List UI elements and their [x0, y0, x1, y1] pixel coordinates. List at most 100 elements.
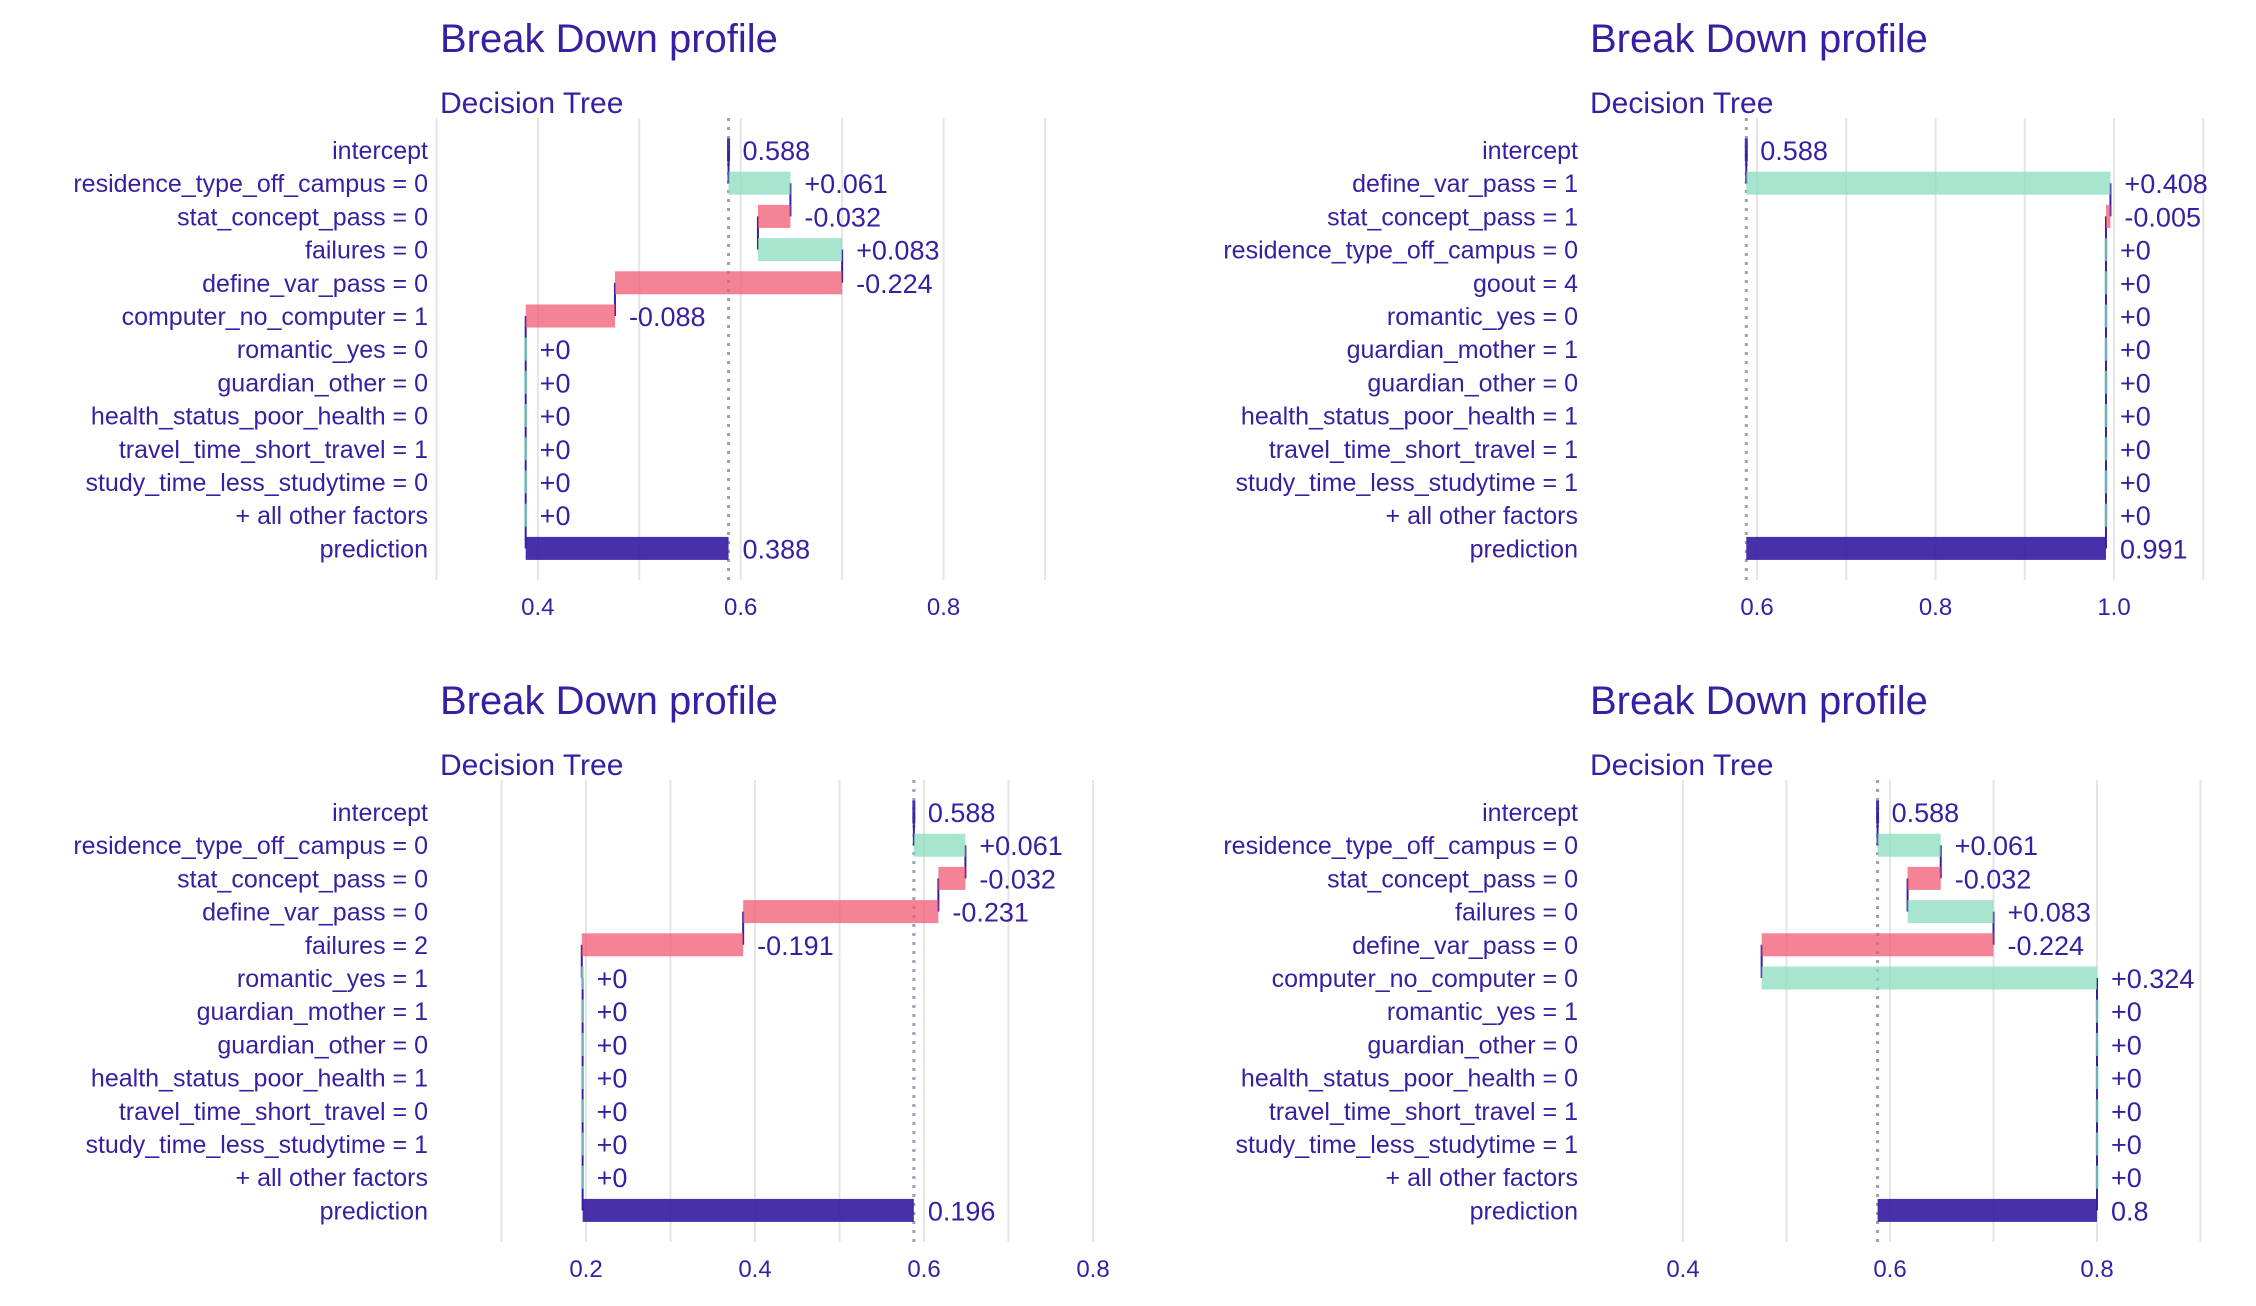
- feature-label: + all other factors: [236, 502, 428, 530]
- contribution-bar: [2095, 1032, 2099, 1056]
- chart-panel: Break Down profile Decision Tree 0.4 0.6 0.8…: [73, 17, 1046, 621]
- contribution-bar: [913, 833, 966, 857]
- value-label: +0.061: [1955, 831, 2038, 861]
- value-label: +0: [540, 402, 571, 432]
- value-label: -0.088: [629, 302, 706, 332]
- contribution-bar: [524, 470, 528, 494]
- prediction-bar: [1746, 536, 2106, 560]
- contribution-bar: [581, 1165, 585, 1189]
- value-label: +0: [2120, 269, 2151, 299]
- chart-subtitle: Decision Tree: [1590, 749, 1773, 782]
- value-label: -0.032: [1955, 864, 2032, 894]
- feature-label: guardian_other = 0: [1367, 1031, 1578, 1059]
- feature-label: romantic_yes = 0: [1387, 303, 1578, 331]
- feature-label: romantic_yes = 1: [1387, 998, 1578, 1026]
- value-label: +0: [597, 1064, 628, 1094]
- feature-label: intercept: [332, 137, 428, 165]
- value-label: +0: [2120, 435, 2151, 465]
- x-tick-label: 0.2: [569, 1256, 602, 1283]
- x-tick-label: 0.8: [1076, 1256, 1109, 1283]
- feature-label: travel_time_short_travel = 1: [1269, 1098, 1578, 1126]
- feature-label: travel_time_short_travel = 0: [119, 1098, 428, 1126]
- feature-label: prediction: [1470, 535, 1578, 563]
- feature-label: computer_no_computer = 1: [122, 303, 428, 331]
- value-label: +0.061: [979, 831, 1062, 861]
- value-label: +0: [2111, 1130, 2142, 1160]
- value-label: +0: [597, 964, 628, 994]
- value-label: -0.224: [2008, 931, 2085, 961]
- feature-label: study_time_less_studytime = 1: [1235, 469, 1578, 497]
- contribution-bar: [2104, 370, 2108, 394]
- value-label: +0: [540, 501, 571, 531]
- x-tick-label: 0.4: [738, 1256, 771, 1283]
- x-tick-label: 1.0: [2097, 594, 2130, 621]
- x-tick-label: 0.8: [2080, 1256, 2113, 1283]
- value-label: +0: [540, 435, 571, 465]
- contribution-bar: [1877, 833, 1941, 857]
- contribution-bar: [2104, 337, 2108, 361]
- value-label: +0: [597, 1097, 628, 1127]
- feature-label: residence_type_off_campus = 0: [73, 832, 428, 860]
- feature-label: health_status_poor_health = 1: [1241, 403, 1578, 431]
- feature-label: study_time_less_studytime = 0: [85, 469, 428, 497]
- contribution-bar: [757, 204, 791, 228]
- contribution-bar: [2104, 404, 2108, 428]
- value-label: +0: [2111, 1097, 2142, 1127]
- feature-label: study_time_less_studytime = 1: [85, 1131, 428, 1159]
- contribution-bar: [743, 900, 939, 924]
- feature-label: define_var_pass = 1: [1352, 170, 1578, 198]
- value-label: +0: [540, 368, 571, 398]
- feature-label: prediction: [1470, 1197, 1578, 1225]
- value-label: +0: [540, 335, 571, 365]
- value-label: 0.588: [1760, 136, 1828, 166]
- x-tick-label: 0.6: [1873, 1256, 1906, 1283]
- feature-label: define_var_pass = 0: [202, 899, 428, 927]
- contribution-bar: [2104, 437, 2108, 461]
- value-label: +0: [2120, 236, 2151, 266]
- value-label: -0.005: [2124, 202, 2201, 232]
- chart-title: Break Down profile: [440, 679, 778, 723]
- value-label: -0.224: [856, 269, 933, 299]
- contribution-bar: [2104, 271, 2108, 295]
- contribution-bar: [938, 866, 966, 890]
- chart-title: Break Down profile: [1590, 17, 1928, 61]
- feature-label: residence_type_off_campus = 0: [1223, 832, 1578, 860]
- value-label: +0.083: [2008, 898, 2091, 928]
- contribution-bar: [2095, 1099, 2099, 1123]
- chart-subtitle: Decision Tree: [440, 749, 623, 782]
- contribution-bar: [524, 370, 528, 394]
- x-tick-label: 0.8: [927, 594, 960, 621]
- feature-label: guardian_other = 0: [217, 1031, 428, 1059]
- x-tick-label: 0.4: [1666, 1256, 1699, 1283]
- chart-title: Break Down profile: [440, 17, 778, 61]
- feature-label: residence_type_off_campus = 0: [1223, 237, 1578, 265]
- feature-label: stat_concept_pass = 0: [177, 203, 428, 231]
- contribution-bar: [1761, 966, 2097, 990]
- contribution-bar: [1761, 933, 1994, 957]
- intercept-bar: [1876, 800, 1880, 824]
- contribution-bar: [2104, 304, 2108, 328]
- contribution-bar: [728, 171, 791, 195]
- contribution-bar: [2105, 204, 2111, 228]
- value-label: 0.991: [2120, 534, 2188, 564]
- feature-label: failures = 0: [305, 237, 428, 265]
- feature-label: + all other factors: [1386, 1164, 1578, 1192]
- feature-label: intercept: [1482, 799, 1578, 827]
- value-label: +0: [2120, 501, 2151, 531]
- chart-subtitle: Decision Tree: [440, 87, 623, 120]
- feature-label: guardian_mother = 1: [197, 998, 428, 1026]
- contribution-bar: [1746, 171, 2111, 195]
- contribution-bar: [581, 966, 585, 990]
- contribution-bar: [524, 503, 528, 527]
- contribution-bar: [581, 933, 744, 957]
- intercept-bar: [1744, 138, 1748, 162]
- chart-subtitle: Decision Tree: [1590, 87, 1773, 120]
- feature-label: guardian_mother = 1: [1347, 336, 1578, 364]
- contribution-bar: [2095, 999, 2099, 1023]
- value-label: +0: [540, 468, 571, 498]
- feature-label: health_status_poor_health = 0: [1241, 1065, 1578, 1093]
- feature-label: stat_concept_pass = 1: [1327, 203, 1578, 231]
- value-label: +0: [2120, 335, 2151, 365]
- x-tick-label: 0.6: [724, 594, 757, 621]
- chart-panel: Break Down profile Decision Tree 0.2 0.4 0.6…: [73, 679, 1109, 1283]
